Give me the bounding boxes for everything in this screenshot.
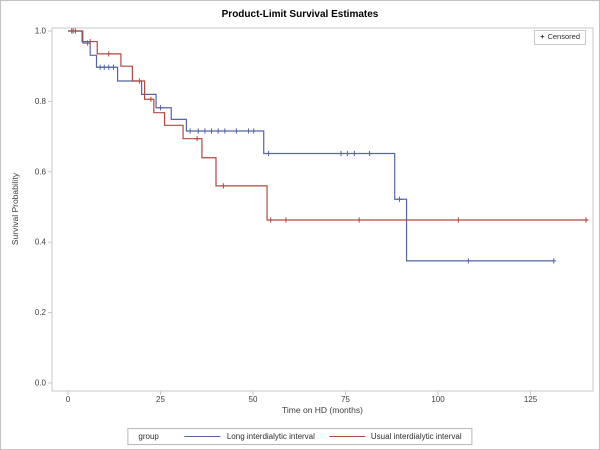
group-legend: group Long interdialytic interval Usual … [127, 428, 473, 445]
plus-icon: + [540, 32, 545, 41]
y-tick-label: 0.2 [35, 308, 47, 317]
legend-line-swatch-usual [328, 436, 365, 437]
x-axis-title: Time on HD (months) [282, 405, 363, 415]
legend-label-usual: Usual interdialytic interval [370, 432, 462, 441]
legend-entry-long: Long interdialytic interval [184, 432, 315, 441]
x-tick-label: 50 [249, 395, 258, 404]
chart-title: Product-Limit Survival Estimates [221, 9, 379, 20]
y-tick-label: 0.6 [35, 167, 47, 176]
censor-marks-usual [70, 28, 589, 223]
legend-entry-usual: Usual interdialytic interval [328, 432, 462, 441]
y-axis-title: Survival Probability [10, 172, 20, 246]
x-tick-label: 0 [66, 395, 71, 404]
x-tick-label: 125 [524, 395, 538, 404]
legend-title: group [138, 432, 159, 441]
x-tick-label: 25 [156, 395, 165, 404]
censored-legend-label: Censored [547, 32, 580, 41]
y-tick-label: 0.4 [35, 238, 47, 247]
y-tick-label: 0.8 [35, 97, 47, 106]
series-line-long [68, 30, 554, 262]
x-tick-label: 75 [341, 395, 350, 404]
legend-line-swatch-long [184, 436, 221, 437]
censor-marks-long [69, 28, 557, 264]
plot-frame [51, 27, 594, 392]
legend-label-long: Long interdialytic interval [226, 432, 315, 441]
censored-legend: + Censored [534, 30, 586, 45]
y-tick-label: 0.0 [35, 379, 47, 388]
x-tick-label: 100 [431, 395, 445, 404]
y-tick-label: 1.0 [35, 27, 47, 36]
series-line-usual [68, 30, 588, 221]
